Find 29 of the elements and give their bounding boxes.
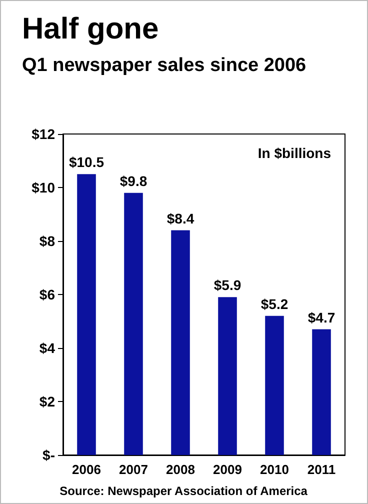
data-label: $5.2 [260, 296, 288, 312]
y-tick-label: $- [42, 447, 56, 463]
data-label: $9.8 [120, 172, 148, 189]
bar [77, 174, 96, 455]
source-note: Source: Newspaper Association of America [60, 484, 308, 498]
y-tick-label: $6 [39, 286, 56, 302]
y-tick-label: $2 [39, 394, 56, 410]
bar [218, 297, 237, 455]
chart-subtitle: Q1 newspaper sales since 2006 [22, 55, 306, 76]
x-tick-label: 2009 [213, 462, 242, 477]
annotation: In $billions [258, 145, 332, 161]
data-label: $4.7 [308, 309, 336, 326]
y-tick-label: $12 [32, 126, 56, 142]
x-tick-label: 2006 [72, 462, 101, 477]
y-tick-label: $8 [39, 233, 56, 249]
data-label: $5.9 [214, 277, 242, 294]
chart-title: Half gone [22, 12, 159, 46]
bar [171, 230, 190, 455]
y-tick-label: $4 [39, 340, 56, 356]
x-tick-label: 2011 [307, 462, 336, 477]
bar [312, 329, 331, 455]
x-tick-label: 2010 [260, 462, 289, 477]
x-tick-label: 2008 [166, 462, 195, 477]
data-label: $8.4 [166, 210, 194, 226]
bar [124, 192, 143, 455]
data-label: $10.5 [68, 154, 104, 170]
x-tick-label: 2007 [119, 462, 148, 477]
y-tick-label: $10 [32, 180, 56, 196]
bar [265, 316, 284, 455]
